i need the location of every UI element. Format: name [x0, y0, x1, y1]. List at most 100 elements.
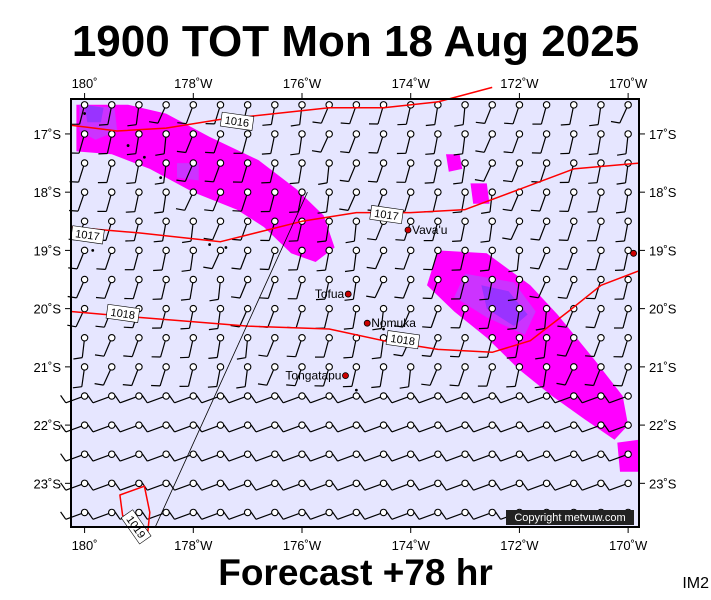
wind-barb — [586, 275, 605, 300]
wind-barb — [413, 450, 442, 462]
station-circle — [434, 450, 442, 458]
isobar-label: 1016 — [219, 111, 255, 131]
wind-barb — [180, 304, 198, 330]
wind-barb — [359, 508, 388, 520]
station-circle — [597, 392, 605, 400]
station-circle — [597, 188, 605, 196]
wind-barb — [603, 479, 632, 491]
wind-barb — [507, 304, 524, 330]
station-circle — [379, 392, 388, 400]
station-circle — [216, 363, 225, 371]
station-circle — [434, 421, 442, 429]
station-circle — [108, 363, 116, 371]
station-circle — [243, 479, 252, 488]
wind-barb — [586, 246, 605, 271]
wind-barb — [277, 508, 306, 520]
station-circle — [597, 304, 605, 313]
wind-barb — [289, 159, 306, 185]
lon-tick-label-top: 178˚W — [174, 76, 213, 91]
station-circle — [488, 479, 496, 488]
wind-barb — [73, 333, 89, 360]
station-circle — [298, 508, 306, 517]
station-circle — [162, 450, 170, 458]
station-circle — [352, 246, 361, 255]
wind-barb — [126, 159, 143, 184]
station-circle — [406, 508, 415, 517]
wind-barb — [208, 304, 225, 331]
wind-barb — [287, 275, 306, 300]
island-dot — [382, 327, 385, 331]
wind-barb — [535, 304, 551, 331]
wind-barb — [531, 130, 551, 154]
station-circle — [542, 130, 551, 138]
rain-area-medium — [177, 163, 199, 181]
wind-barb — [477, 363, 496, 387]
wind-barb — [560, 101, 578, 126]
station-circle — [570, 130, 578, 138]
wind-barb — [168, 421, 198, 433]
station-circle — [216, 392, 225, 400]
station-circle — [243, 450, 252, 458]
station-circle — [597, 450, 605, 458]
station-circle — [406, 246, 415, 255]
wind-barb — [196, 508, 225, 520]
wind-barb — [503, 130, 524, 154]
island-dot — [208, 243, 212, 246]
station-circle — [352, 188, 361, 196]
station-circle — [570, 304, 578, 313]
wind-barb — [474, 159, 496, 182]
town-marker — [344, 290, 352, 298]
wind-barb — [467, 508, 496, 520]
wind-barb — [207, 363, 225, 388]
station-circle — [542, 101, 551, 109]
wind-barb — [290, 101, 306, 127]
station-circle — [379, 450, 388, 458]
wind-barb — [97, 188, 116, 212]
station-circle — [515, 304, 524, 313]
station-circle — [243, 159, 252, 167]
wind-barb — [96, 246, 116, 270]
isobar-line — [70, 270, 640, 354]
wind-barb — [345, 217, 361, 244]
wind-barb — [124, 275, 143, 300]
map-frame — [70, 98, 640, 528]
station-circle — [488, 159, 496, 167]
station-circle — [189, 479, 198, 488]
wind-barb — [558, 246, 578, 270]
station-circle — [135, 217, 143, 226]
station-circle — [135, 479, 143, 488]
wind-barb — [124, 246, 143, 271]
station-circle — [80, 479, 89, 488]
station-circle — [325, 363, 333, 371]
wind-barb — [60, 392, 89, 404]
station-circle — [542, 421, 551, 429]
station-circle — [542, 363, 551, 371]
station-circle — [570, 188, 578, 196]
wind-barb — [196, 450, 225, 462]
isobar-label: 1017 — [369, 205, 404, 225]
isobar-label: 1017 — [70, 225, 105, 245]
station-circle — [434, 130, 442, 138]
wind-barb — [331, 479, 361, 491]
station-circle — [216, 217, 225, 226]
station-circle — [515, 159, 524, 167]
wind-barb — [205, 130, 225, 154]
station-circle — [298, 275, 306, 284]
station-circle — [597, 479, 605, 488]
wind-barb — [557, 275, 578, 299]
station-circle — [515, 275, 524, 284]
station-circle — [243, 188, 252, 196]
station-circle — [271, 130, 279, 138]
station-circle — [189, 508, 198, 517]
station-circle — [570, 392, 578, 400]
wind-barb — [304, 421, 333, 433]
wind-barb — [70, 130, 89, 154]
station-circle — [135, 450, 143, 458]
station-circle — [298, 333, 306, 342]
wind-barb — [286, 363, 306, 387]
station-circle — [406, 450, 415, 458]
wind-barb — [262, 101, 279, 126]
station-circle — [379, 363, 388, 371]
lat-tick-label-right: 21˚S — [649, 360, 677, 375]
